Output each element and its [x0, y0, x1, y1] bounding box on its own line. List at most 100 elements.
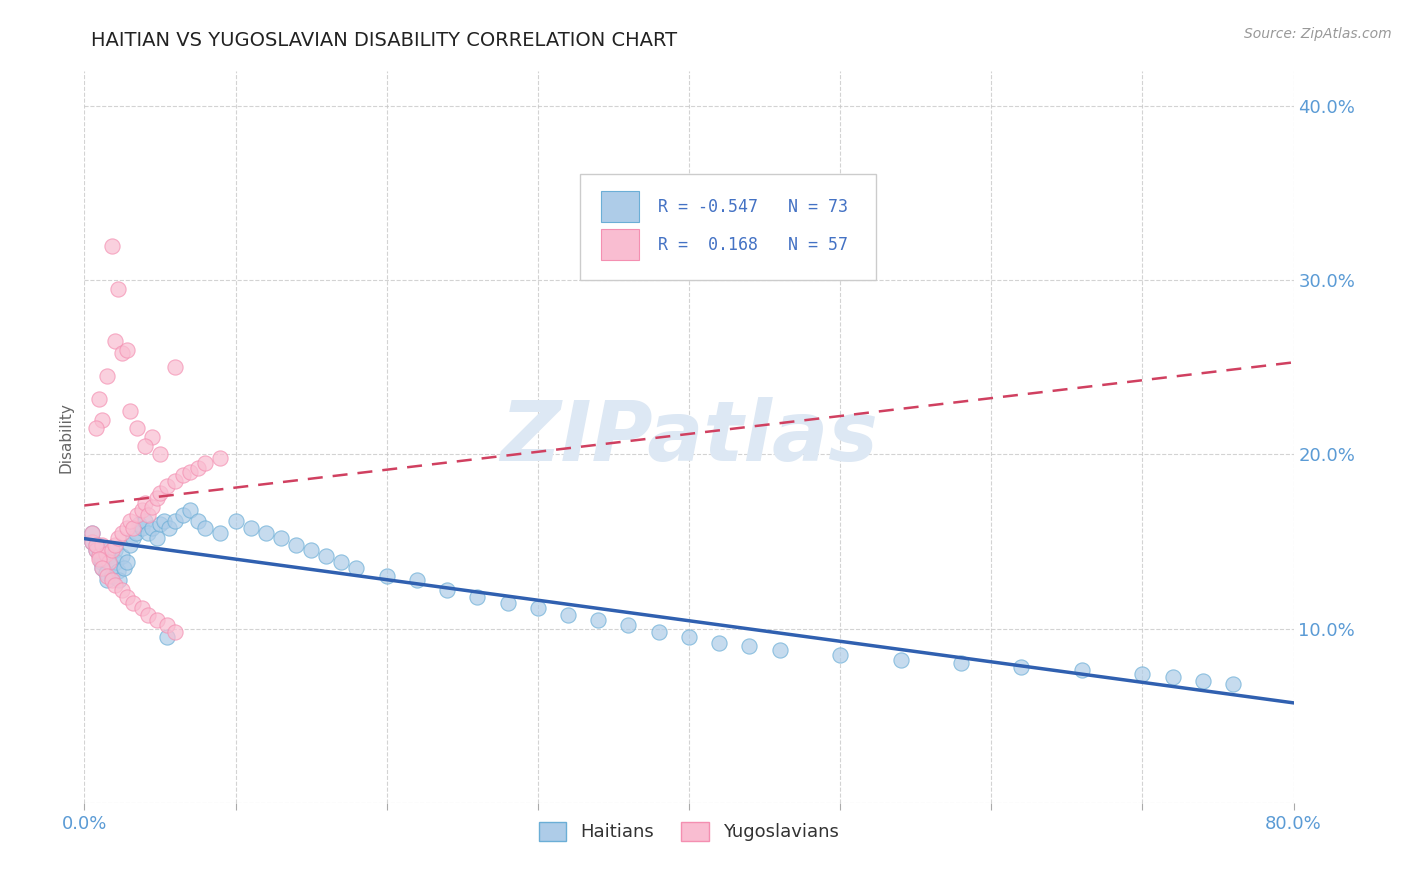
Point — [890, 653, 912, 667]
Point — [115, 521, 138, 535]
Point — [141, 500, 163, 514]
Point — [830, 648, 852, 662]
Point — [80, 534, 103, 549]
Point — [141, 521, 163, 535]
Point — [91, 412, 114, 426]
Point — [769, 642, 792, 657]
Point — [80, 525, 103, 540]
Point — [254, 525, 277, 540]
Point — [91, 560, 114, 574]
Point — [80, 525, 103, 540]
Point — [87, 538, 110, 552]
Point — [97, 556, 120, 570]
Point — [115, 591, 138, 605]
Point — [165, 625, 187, 640]
Point — [1011, 660, 1033, 674]
Point — [1222, 677, 1244, 691]
Point — [179, 465, 201, 479]
Y-axis label: Disability: Disability — [58, 401, 73, 473]
Point — [165, 360, 187, 375]
Point — [141, 430, 163, 444]
Point — [709, 635, 731, 649]
Point — [94, 547, 117, 561]
Point — [97, 549, 120, 563]
Point — [105, 556, 128, 570]
Point — [165, 474, 187, 488]
Point — [96, 573, 118, 587]
Point — [100, 569, 122, 583]
Point — [194, 521, 217, 535]
Point — [108, 573, 131, 587]
FancyBboxPatch shape — [600, 229, 640, 260]
Point — [557, 607, 579, 622]
Point — [96, 369, 118, 384]
Point — [285, 538, 308, 552]
Point — [209, 450, 232, 465]
Point — [107, 564, 129, 578]
Point — [146, 613, 169, 627]
Point — [100, 558, 122, 573]
Point — [86, 421, 108, 435]
Point — [94, 566, 117, 580]
Point — [100, 573, 122, 587]
Point — [467, 591, 489, 605]
Point — [112, 560, 135, 574]
Point — [149, 517, 172, 532]
Point — [436, 583, 458, 598]
Point — [1071, 664, 1094, 678]
Point — [121, 595, 143, 609]
Point — [149, 485, 172, 500]
Point — [89, 549, 111, 563]
Point — [86, 538, 108, 552]
Point — [111, 583, 134, 598]
Point — [100, 543, 122, 558]
Point — [100, 238, 122, 252]
Point — [156, 618, 179, 632]
Point — [127, 421, 149, 435]
Point — [225, 514, 247, 528]
Point — [107, 531, 129, 545]
Point — [136, 508, 159, 523]
Point — [115, 343, 138, 357]
Point — [131, 503, 153, 517]
Point — [104, 334, 127, 349]
Point — [121, 531, 143, 545]
Point — [89, 552, 111, 566]
Point — [157, 521, 180, 535]
Point — [156, 479, 179, 493]
Point — [648, 625, 671, 640]
Point — [738, 639, 761, 653]
Point — [127, 508, 149, 523]
Point — [209, 525, 232, 540]
Point — [588, 613, 610, 627]
Point — [96, 569, 118, 583]
Point — [104, 543, 127, 558]
Point — [950, 657, 973, 671]
Point — [118, 404, 141, 418]
Point — [136, 607, 159, 622]
Point — [1130, 667, 1153, 681]
Point — [496, 595, 519, 609]
FancyBboxPatch shape — [581, 174, 876, 280]
Point — [146, 491, 169, 505]
Point — [86, 543, 108, 558]
Point — [375, 569, 398, 583]
Text: R =  0.168   N = 57: R = 0.168 N = 57 — [658, 235, 848, 253]
Point — [156, 631, 179, 645]
Point — [90, 556, 112, 570]
Point — [299, 543, 322, 558]
Point — [153, 514, 176, 528]
Point — [131, 521, 153, 535]
Text: R = -0.547   N = 73: R = -0.547 N = 73 — [658, 198, 848, 216]
Text: ZIPatlas: ZIPatlas — [501, 397, 877, 477]
Point — [111, 549, 134, 563]
Point — [80, 534, 103, 549]
Point — [91, 538, 114, 552]
Point — [149, 448, 172, 462]
Point — [1192, 673, 1215, 688]
Point — [93, 552, 115, 566]
Text: Source: ZipAtlas.com: Source: ZipAtlas.com — [1244, 27, 1392, 41]
Point — [315, 549, 337, 563]
Point — [104, 578, 127, 592]
Point — [125, 525, 148, 540]
